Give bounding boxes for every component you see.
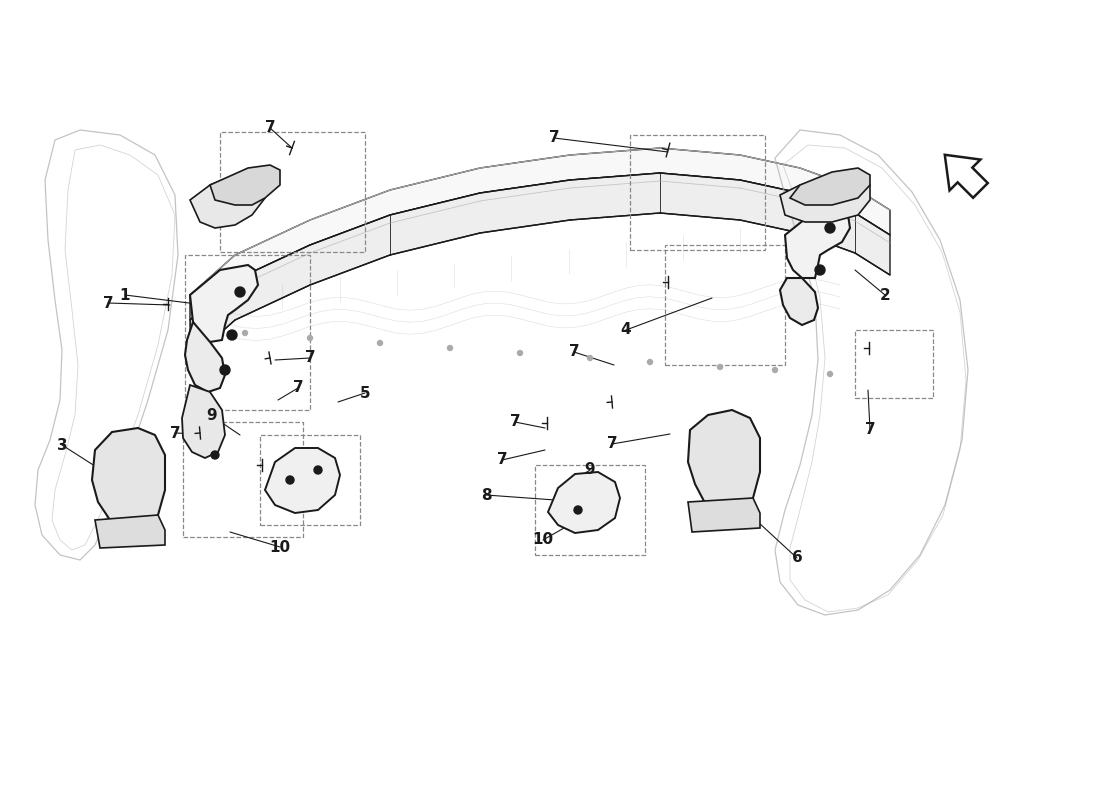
Text: 7: 7 bbox=[169, 426, 180, 441]
Text: 4: 4 bbox=[620, 322, 631, 338]
Circle shape bbox=[211, 451, 219, 459]
Circle shape bbox=[377, 341, 383, 346]
Circle shape bbox=[220, 365, 230, 375]
Polygon shape bbox=[190, 148, 890, 320]
Text: 7: 7 bbox=[549, 130, 559, 146]
Text: 1: 1 bbox=[120, 287, 130, 302]
Polygon shape bbox=[688, 410, 760, 512]
Text: 10: 10 bbox=[532, 533, 553, 547]
Text: 9: 9 bbox=[585, 462, 595, 478]
Polygon shape bbox=[945, 154, 988, 198]
Text: 10: 10 bbox=[270, 539, 290, 554]
Bar bbox=[220, 132, 365, 252]
Circle shape bbox=[308, 335, 312, 341]
Circle shape bbox=[772, 367, 778, 373]
Text: 7: 7 bbox=[865, 422, 876, 438]
Circle shape bbox=[286, 476, 294, 484]
Circle shape bbox=[448, 346, 452, 350]
Polygon shape bbox=[265, 448, 340, 513]
Bar bbox=[666, 245, 785, 365]
Bar bbox=[630, 135, 764, 250]
Text: 7: 7 bbox=[497, 453, 507, 467]
Circle shape bbox=[648, 359, 652, 365]
Circle shape bbox=[587, 355, 593, 361]
Bar bbox=[260, 435, 360, 525]
Circle shape bbox=[314, 466, 322, 474]
Bar bbox=[185, 255, 310, 410]
Circle shape bbox=[227, 330, 236, 340]
Polygon shape bbox=[210, 165, 280, 205]
Polygon shape bbox=[92, 428, 165, 530]
Text: 3: 3 bbox=[57, 438, 67, 453]
Text: 9: 9 bbox=[207, 409, 218, 423]
Polygon shape bbox=[190, 173, 890, 360]
Circle shape bbox=[717, 365, 723, 370]
Polygon shape bbox=[190, 172, 265, 228]
Text: 7: 7 bbox=[509, 414, 520, 430]
Bar bbox=[535, 465, 645, 555]
Text: 8: 8 bbox=[481, 487, 492, 502]
Text: 2: 2 bbox=[880, 287, 890, 302]
Polygon shape bbox=[780, 278, 818, 325]
Circle shape bbox=[825, 223, 835, 233]
Bar bbox=[183, 422, 303, 537]
Polygon shape bbox=[190, 265, 258, 342]
Text: 5: 5 bbox=[360, 386, 371, 401]
Circle shape bbox=[827, 371, 833, 377]
Text: 7: 7 bbox=[607, 437, 617, 451]
Text: 7: 7 bbox=[569, 345, 580, 359]
Polygon shape bbox=[185, 322, 226, 392]
Text: 7: 7 bbox=[305, 350, 316, 366]
Text: 7: 7 bbox=[265, 121, 275, 135]
Polygon shape bbox=[95, 515, 165, 548]
Circle shape bbox=[815, 265, 825, 275]
Circle shape bbox=[242, 330, 248, 335]
Polygon shape bbox=[182, 385, 225, 458]
Text: 7: 7 bbox=[102, 295, 113, 310]
Text: 6: 6 bbox=[792, 550, 802, 566]
Polygon shape bbox=[790, 168, 870, 205]
Polygon shape bbox=[780, 178, 870, 222]
Polygon shape bbox=[785, 210, 850, 278]
Circle shape bbox=[517, 350, 522, 355]
Circle shape bbox=[574, 506, 582, 514]
Polygon shape bbox=[548, 472, 620, 533]
Circle shape bbox=[235, 287, 245, 297]
Bar bbox=[855, 330, 933, 398]
Polygon shape bbox=[688, 498, 760, 532]
Text: 7: 7 bbox=[293, 381, 304, 395]
